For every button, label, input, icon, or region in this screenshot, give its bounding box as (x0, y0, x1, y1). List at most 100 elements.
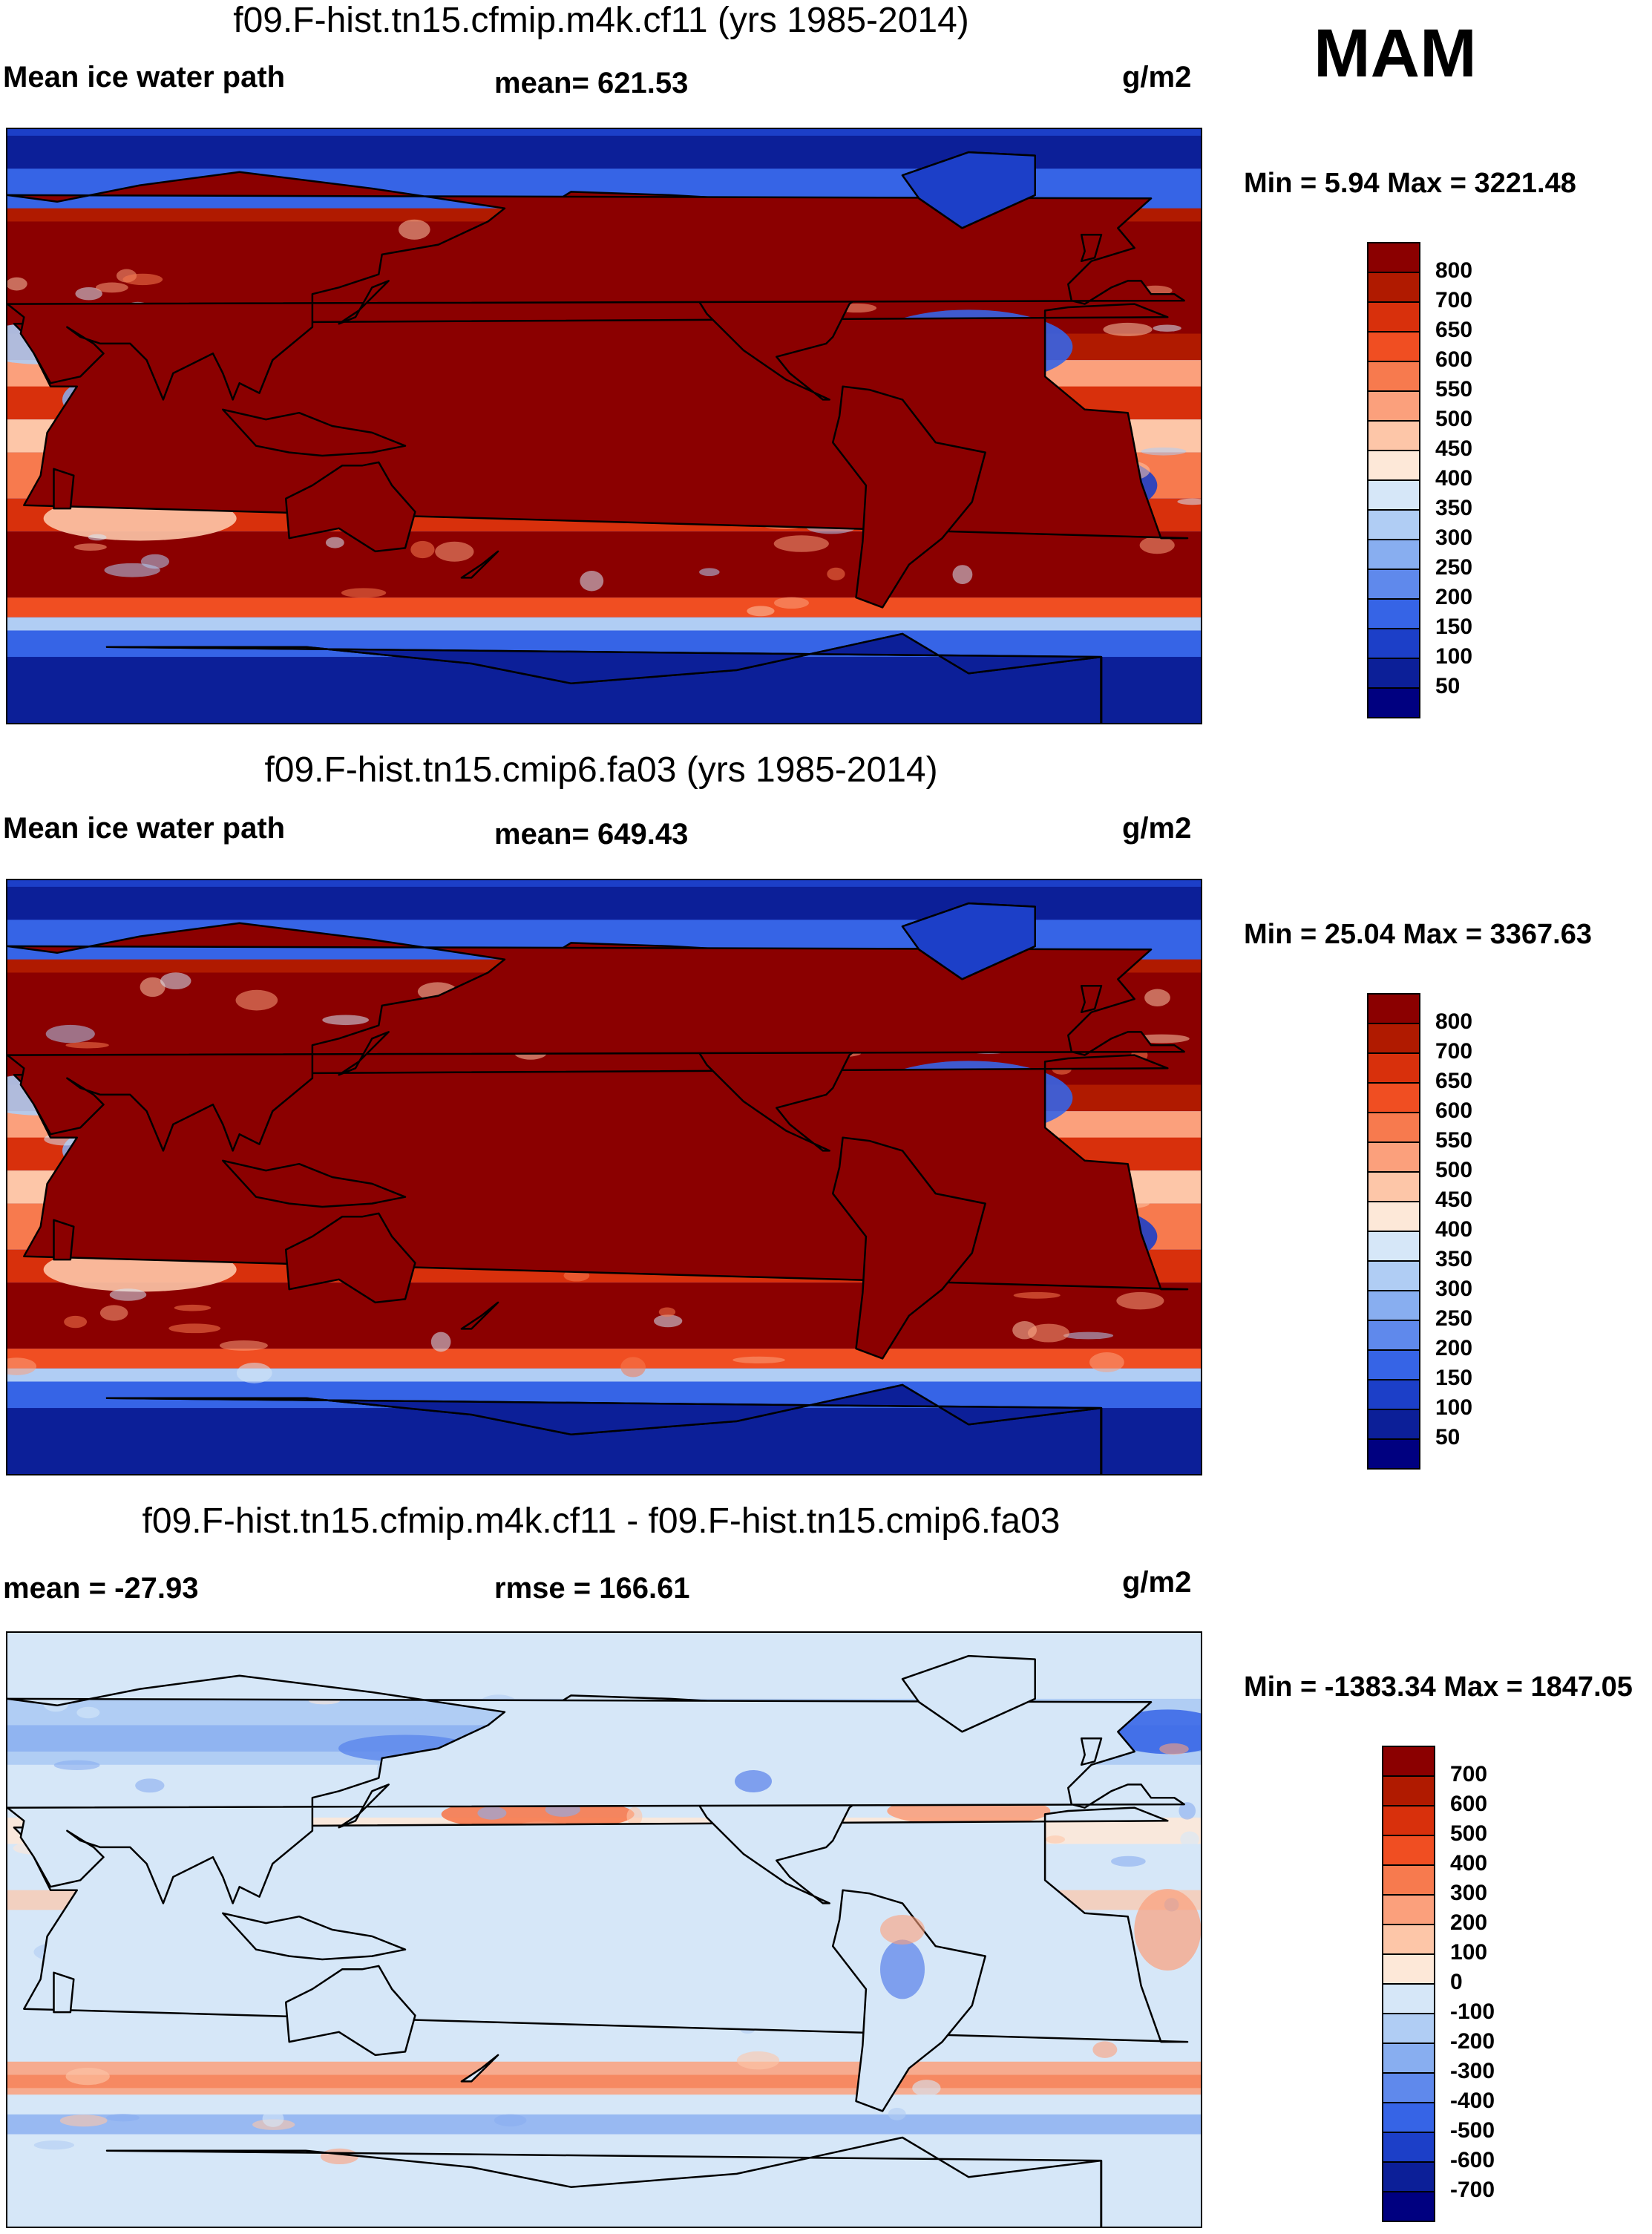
colorbar-swatch (1382, 2013, 1435, 2044)
colorbar-tick-label: 550 (1435, 1128, 1473, 1153)
panel-2-map (6, 879, 1202, 1475)
panel-1-variable-label: Mean ice water path (3, 61, 286, 94)
colorbar-swatch (1382, 1983, 1435, 2014)
colorbar-tick-label: 350 (1435, 1247, 1473, 1271)
colorbar-swatch (1367, 242, 1420, 273)
colorbar-tick-label: 550 (1435, 377, 1473, 402)
colorbar-tick-label: 50 (1435, 674, 1461, 698)
colorbar-tick-label: 500 (1435, 1158, 1473, 1182)
colorbar-swatch (1367, 1409, 1420, 1440)
panel-2-units: g/m2 (1122, 812, 1192, 845)
colorbar-swatch (1382, 1835, 1435, 1866)
colorbar-tick-label: 500 (1450, 1821, 1488, 1846)
colorbar-swatch (1367, 1023, 1420, 1054)
colorbar-tick-label: 700 (1435, 288, 1473, 312)
map-field-plot (7, 880, 1201, 1474)
colorbar-swatch (1367, 1201, 1420, 1232)
colorbar-tick-label: 250 (1435, 555, 1473, 580)
colorbar-tick-label: 200 (1450, 1910, 1488, 1935)
colorbar-swatch (1367, 331, 1420, 362)
colorbar-swatch (1367, 993, 1420, 1024)
colorbar-swatch (1382, 2161, 1435, 2192)
colorbar-swatch (1367, 687, 1420, 718)
colorbar-swatch (1382, 1805, 1435, 1836)
colorbar-swatch (1382, 2102, 1435, 2133)
panel-1-title: f09.F-hist.tn15.cfmip.m4k.cf11 (yrs 1985… (233, 1, 969, 40)
panel-2-minmax: Min = 25.04 Max = 3367.63 (1244, 919, 1592, 950)
colorbar-tick-label: 100 (1450, 1940, 1488, 1965)
colorbar-tick-label: 100 (1435, 644, 1473, 669)
panel-1-minmax: Min = 5.94 Max = 3221.48 (1244, 168, 1576, 199)
colorbar-swatch (1382, 1746, 1435, 1777)
colorbar-swatch (1382, 2191, 1435, 2222)
colorbar-tick-label: 400 (1450, 1851, 1488, 1876)
colorbar-tick-label: 300 (1435, 1277, 1473, 1301)
colorbar-swatch (1367, 420, 1420, 451)
colorbar-swatch (1367, 1052, 1420, 1084)
colorbar-tick-label: 600 (1435, 347, 1473, 372)
colorbar-swatch (1382, 1894, 1435, 1925)
colorbar-tick-label: 700 (1450, 1762, 1488, 1786)
colorbar-tick-label: -400 (1450, 2089, 1495, 2113)
colorbar-swatch (1367, 1141, 1420, 1173)
map-field-plot (7, 1633, 1201, 2227)
colorbar-swatch (1367, 272, 1420, 303)
colorbar-tick-label: 600 (1435, 1098, 1473, 1123)
colorbar-tick-label: -200 (1450, 2029, 1495, 2054)
colorbar-tick-label: 700 (1435, 1039, 1473, 1064)
panel-3-minmax: Min = -1383.34 Max = 1847.05 (1244, 1671, 1633, 1703)
colorbar-tick-label: 800 (1435, 258, 1473, 283)
colorbar-tick-label: 0 (1450, 1970, 1463, 1994)
colorbar-tick-label: -100 (1450, 1999, 1495, 2024)
colorbar-swatch (1382, 2072, 1435, 2103)
colorbar-swatch (1367, 569, 1420, 600)
colorbar-tick-label: 350 (1435, 496, 1473, 520)
season-label: MAM (1314, 16, 1477, 91)
colorbar-tick-label: -700 (1450, 2178, 1495, 2202)
colorbar-swatch (1367, 390, 1420, 422)
panel-3-mean: mean = -27.93 (3, 1572, 199, 1605)
colorbar-tick-label: 200 (1435, 585, 1473, 609)
colorbar-swatch (1367, 509, 1420, 540)
colorbar-tick-label: 450 (1435, 1188, 1473, 1212)
colorbar-swatch (1367, 1260, 1420, 1291)
colorbar-swatch (1382, 2043, 1435, 2074)
panel-1-map (6, 128, 1202, 724)
colorbar-swatch (1382, 2132, 1435, 2163)
colorbar-tick-label: 400 (1435, 466, 1473, 491)
panel-2-mean: mean= 649.43 (494, 818, 689, 851)
colorbar-swatch (1367, 598, 1420, 629)
colorbar-swatch (1382, 1775, 1435, 1806)
colorbar-tick-label: 300 (1435, 525, 1473, 550)
colorbar-swatch (1367, 539, 1420, 570)
colorbar-swatch (1367, 1231, 1420, 1262)
colorbar-tick-label: 50 (1435, 1425, 1461, 1450)
colorbar-tick-label: 300 (1450, 1881, 1488, 1905)
panel-2-variable-label: Mean ice water path (3, 812, 286, 845)
colorbar-tick-label: -500 (1450, 2118, 1495, 2143)
colorbar-tick-label: 500 (1435, 407, 1473, 431)
colorbar-swatch (1367, 1290, 1420, 1321)
colorbar-swatch (1367, 450, 1420, 481)
panel-1-mean: mean= 621.53 (494, 67, 689, 99)
colorbar-swatch (1367, 628, 1420, 659)
colorbar-tick-label: 600 (1450, 1792, 1488, 1816)
colorbar-tick-label: 800 (1435, 1009, 1473, 1034)
colorbar-swatch (1382, 1924, 1435, 1955)
colorbar-swatch (1367, 301, 1420, 333)
panel-3-units: g/m2 (1122, 1566, 1192, 1599)
map-field-plot (7, 129, 1201, 723)
colorbar-swatch (1367, 1082, 1420, 1113)
colorbar-tick-label: 650 (1435, 1069, 1473, 1093)
colorbar-swatch (1367, 479, 1420, 511)
colorbar-tick-label: 250 (1435, 1306, 1473, 1331)
colorbar-swatch (1382, 1864, 1435, 1896)
colorbar-swatch (1382, 1953, 1435, 1985)
colorbar-swatch (1367, 1320, 1420, 1351)
colorbar-tick-label: 100 (1435, 1395, 1473, 1420)
panel-3-map (6, 1631, 1202, 2228)
panel-1-units: g/m2 (1122, 61, 1192, 94)
colorbar-tick-label: -300 (1450, 2059, 1495, 2083)
colorbar-tick-label: 150 (1435, 615, 1473, 639)
colorbar-tick-label: 150 (1435, 1366, 1473, 1390)
